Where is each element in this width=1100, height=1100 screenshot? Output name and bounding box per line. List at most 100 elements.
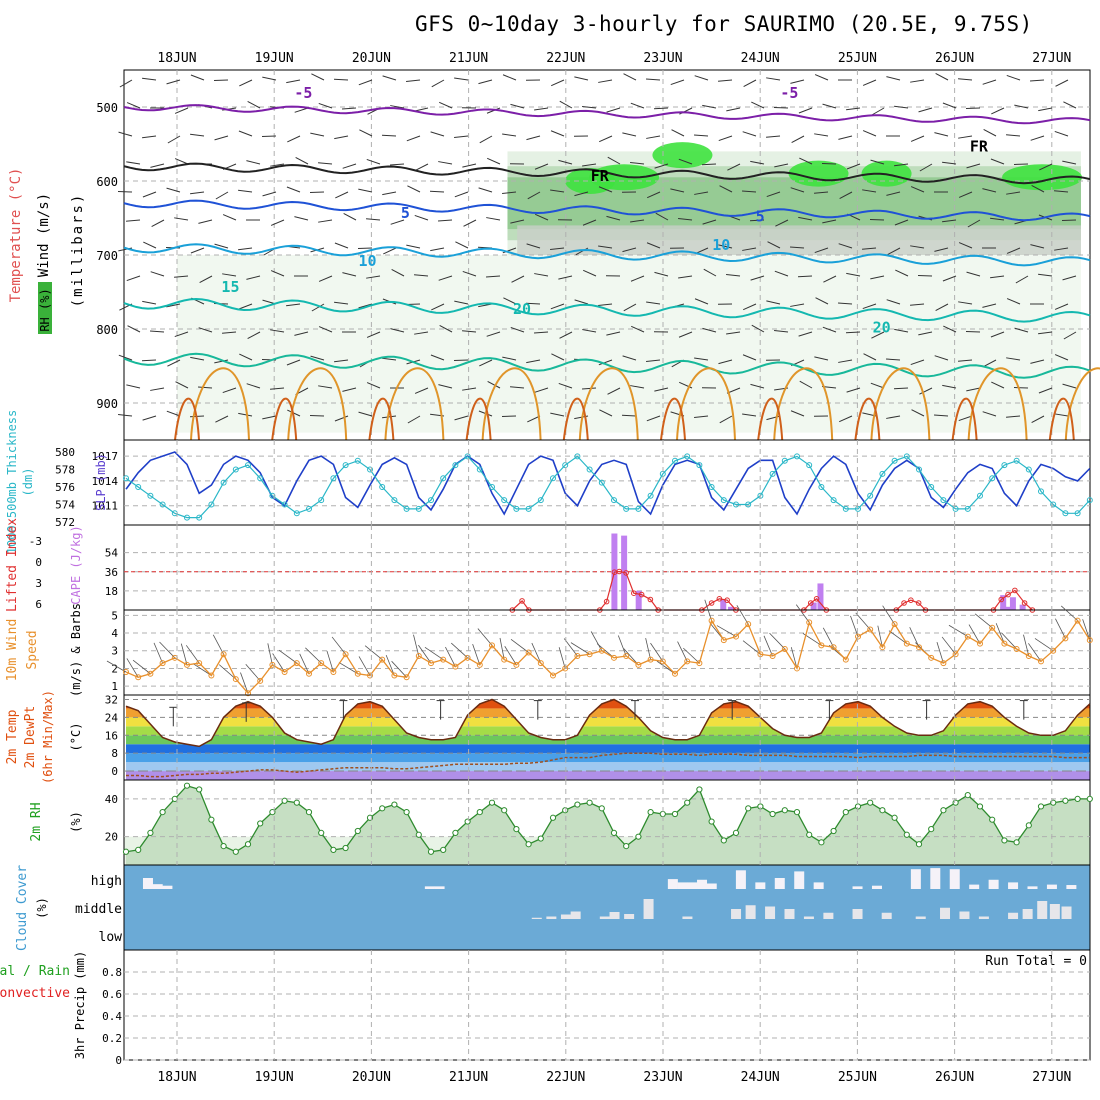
cloud-high-14 <box>813 882 824 889</box>
wind-barb <box>1015 275 1029 284</box>
wind-barb <box>1063 101 1077 109</box>
wind-barb <box>167 359 181 367</box>
wind-barb <box>1054 354 1069 361</box>
wind-barb <box>598 79 613 83</box>
rh-point <box>513 826 520 833</box>
wind-barb <box>850 615 859 637</box>
rh-peak <box>565 168 616 194</box>
wind-barb <box>166 187 181 193</box>
wind-barb <box>750 275 765 281</box>
wind-barb <box>895 269 909 277</box>
wind-point <box>550 672 556 679</box>
isotherm-25 <box>481 367 542 441</box>
wind-barb <box>463 219 477 227</box>
wind-tick-1: 2 <box>111 662 118 675</box>
rh-point <box>879 807 886 814</box>
wind-barb <box>910 303 925 306</box>
wind-barb <box>118 354 133 361</box>
wind-barb <box>1055 79 1069 87</box>
wind-barb <box>431 303 445 311</box>
wind-barb <box>503 297 517 305</box>
li-tick-1: 0 <box>35 556 42 569</box>
rh-area <box>126 785 1090 865</box>
li-point <box>901 600 907 606</box>
thickness-point <box>184 514 190 521</box>
x-tick-top-8: 26JUN <box>935 51 974 66</box>
wind-barb <box>703 268 717 277</box>
rh-point <box>964 792 971 799</box>
cloud-mid-19 <box>959 911 970 919</box>
wind-barb <box>331 636 346 655</box>
chart-title: GFS 0~10day 3-hourly for SAURIMO (20.5E,… <box>415 12 1033 36</box>
rh-point <box>671 810 679 818</box>
wind-barb <box>222 387 237 394</box>
slp-tick-0: 1011 <box>92 500 119 513</box>
rh-point <box>952 799 959 806</box>
thickness-point <box>574 453 581 460</box>
wind-barb <box>318 326 333 333</box>
wind-barb <box>815 297 829 305</box>
wind-barb <box>726 107 741 112</box>
wind-barb <box>694 191 709 195</box>
rh-point <box>647 809 654 816</box>
wind-barb <box>550 303 565 310</box>
cloud-high-21 <box>988 879 999 889</box>
wind-point <box>367 672 373 679</box>
temp-band <box>126 744 1090 754</box>
thickness-point <box>293 510 300 517</box>
temp-band <box>126 753 1090 763</box>
panel-frame <box>123 524 1091 611</box>
wind-barb <box>1062 383 1077 389</box>
wind-barb <box>607 387 621 395</box>
wind-barb <box>581 387 597 390</box>
wind-barb <box>1023 634 1030 657</box>
wind-barb <box>943 325 957 333</box>
wind-barb <box>510 103 525 109</box>
wind-barb <box>358 656 371 676</box>
x-tick-bottom-8: 26JUN <box>935 1070 974 1085</box>
isotherm-25 <box>676 367 736 441</box>
rh-point <box>293 799 300 806</box>
wind-barb <box>958 78 973 81</box>
wind-barb <box>333 78 349 81</box>
y-label-rh: RH (%) <box>38 288 52 331</box>
cloud-tick-2: low <box>99 930 123 945</box>
x-tick-top-2: 20JUN <box>352 51 391 66</box>
y-label-rh2m-unit: (%) <box>69 811 83 833</box>
wind-barb <box>846 107 861 111</box>
x-tick-top-0: 18JUN <box>157 51 196 66</box>
thickness-point <box>806 462 813 469</box>
panel-frame <box>123 949 1091 1061</box>
wind-barb <box>617 635 627 657</box>
thickness-point <box>476 466 483 473</box>
wind-barb <box>678 218 693 221</box>
cloud-mid-3 <box>570 911 581 919</box>
wind-barb <box>862 189 877 193</box>
rh-point <box>793 809 801 816</box>
rh-point <box>635 833 642 840</box>
wind-barb <box>450 642 468 659</box>
wind-barb <box>982 79 997 85</box>
cloud-mid-4 <box>599 916 610 919</box>
cloud-mid-0 <box>531 917 542 919</box>
thickness-point <box>1086 497 1093 504</box>
wind-barb <box>1054 247 1069 251</box>
wind-barb <box>175 381 189 389</box>
wind-barb <box>246 160 261 165</box>
wind-barb <box>358 411 373 417</box>
wind-barb <box>1014 327 1029 333</box>
wind-barb <box>743 79 757 88</box>
isotherm-25 <box>384 367 445 441</box>
wind-barb <box>438 161 453 165</box>
thickness-point <box>1074 510 1081 517</box>
wind-point <box>842 656 849 663</box>
wind-barb <box>198 327 213 333</box>
li-point <box>603 598 610 605</box>
wind-point <box>281 668 288 675</box>
wind-barb <box>342 387 357 392</box>
x-tick-bottom-3: 21JUN <box>449 1070 488 1085</box>
wind-barb <box>166 79 181 85</box>
wind-barb <box>606 215 621 221</box>
wind-barb <box>683 647 700 664</box>
wind-barb <box>942 219 957 223</box>
